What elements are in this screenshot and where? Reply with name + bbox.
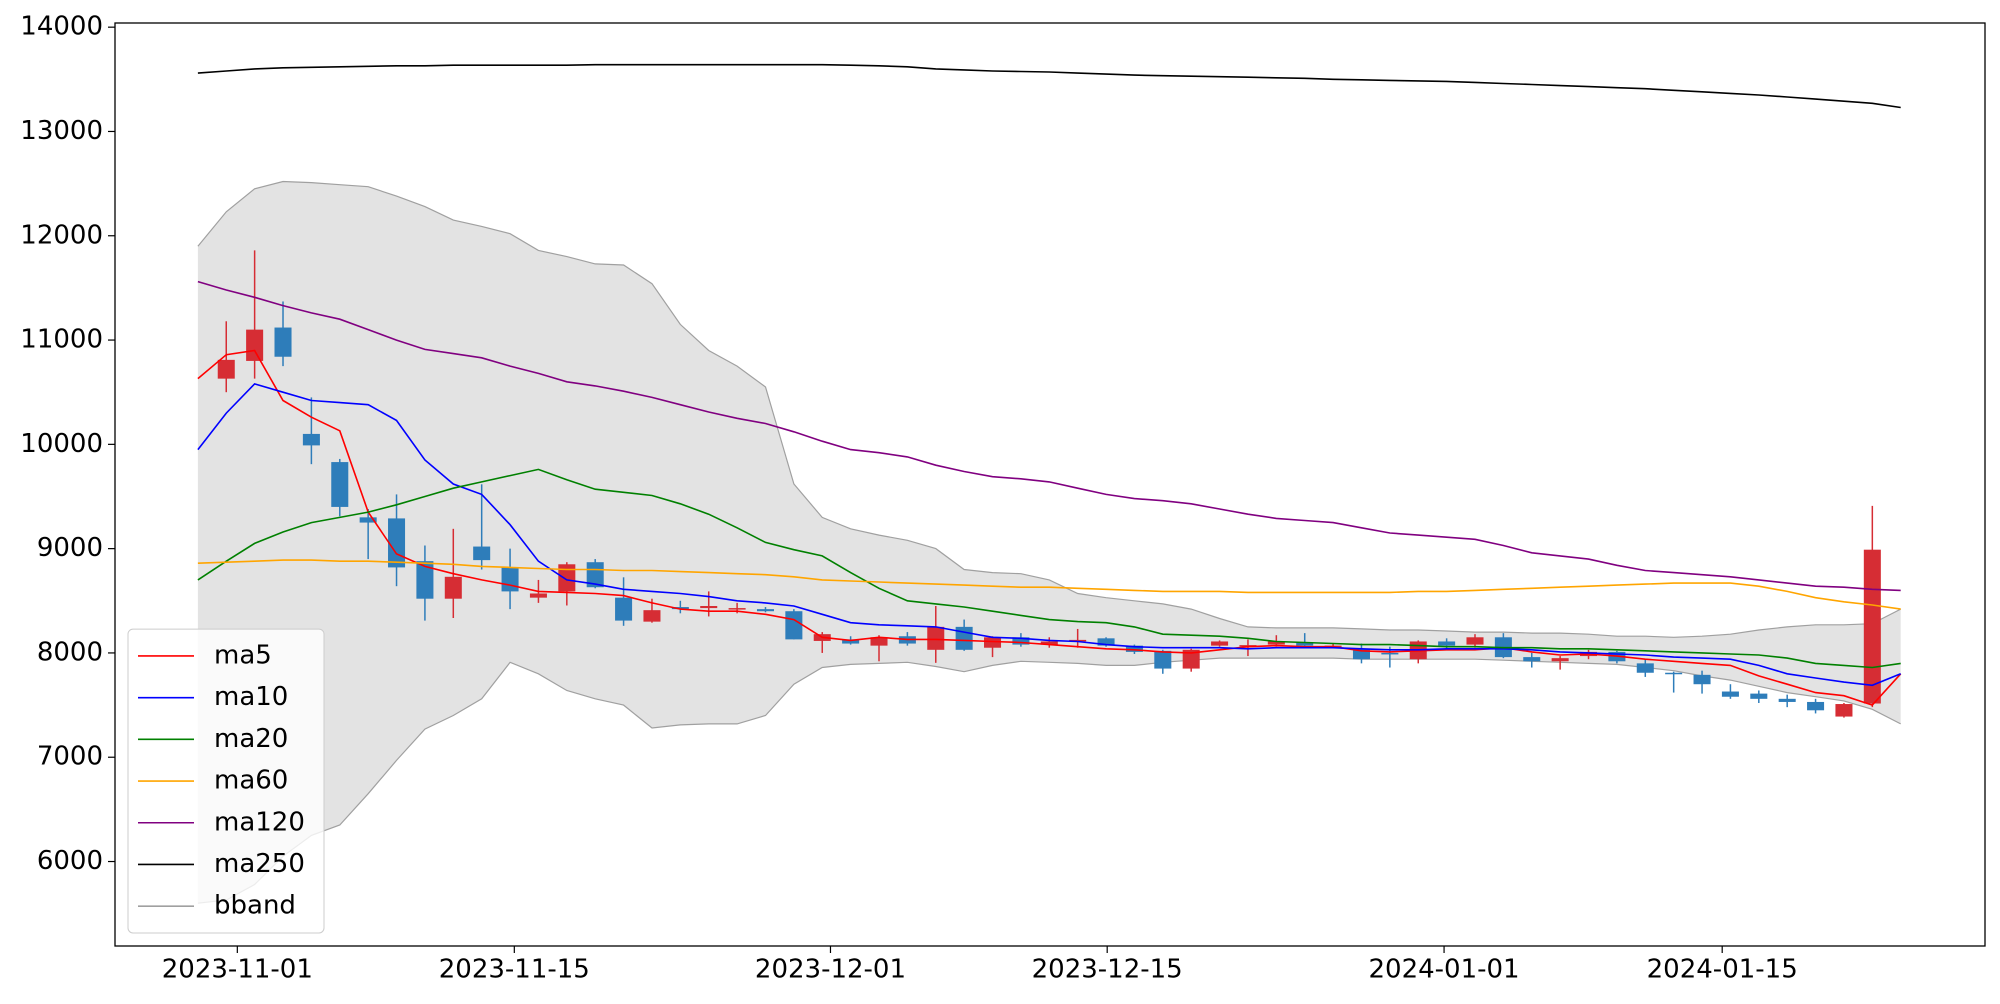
y-tick-label: 14000 <box>20 12 103 42</box>
y-tick-label: 11000 <box>20 325 103 355</box>
candle-body <box>785 611 803 640</box>
candle-body <box>1239 645 1257 647</box>
candle-body <box>615 597 633 621</box>
candle-body <box>1551 658 1569 662</box>
candle-body <box>756 609 774 612</box>
ma-line <box>197 559 1901 610</box>
ma-line <box>197 382 1902 687</box>
legend-label: bband <box>214 891 296 921</box>
candle-body <box>1012 637 1030 645</box>
candle-body <box>444 576 462 599</box>
ma-line <box>197 280 1901 592</box>
bband-lower <box>197 657 1901 904</box>
ma-line <box>197 349 1902 707</box>
candle-body <box>1665 672 1683 675</box>
candle-body <box>1211 641 1229 646</box>
x-tick-label: 2023-11-15 <box>439 955 590 985</box>
candle-body <box>984 637 1002 648</box>
candle-body <box>1523 657 1541 662</box>
axes-frame <box>114 22 1986 947</box>
candle-body <box>1721 691 1739 697</box>
candle-body <box>1296 642 1314 646</box>
candle-body <box>1636 663 1654 673</box>
x-tick-label: 2024-01-15 <box>1647 955 1798 985</box>
candle-body <box>671 607 689 610</box>
x-tick-label: 2023-11-01 <box>162 955 313 985</box>
candle-body <box>331 462 349 507</box>
candle-body <box>274 327 292 357</box>
candle-body <box>1125 645 1143 652</box>
candle-body <box>1778 698 1796 702</box>
legend-label: ma5 <box>214 640 272 670</box>
candle-body <box>1267 641 1285 645</box>
ma-line <box>197 63 1901 109</box>
candle-body <box>842 639 860 644</box>
candle-body <box>1352 648 1370 660</box>
candle-body <box>1835 704 1853 717</box>
candle-body <box>473 546 491 561</box>
legend-label: ma20 <box>214 724 288 754</box>
candle-body <box>1863 549 1881 704</box>
bband-upper <box>197 180 1901 638</box>
ma-line <box>197 468 1901 669</box>
candle-body <box>217 359 235 379</box>
plot-area <box>197 63 1902 904</box>
y-tick-label: 6000 <box>37 846 103 876</box>
candle-body <box>1381 652 1399 655</box>
candle-body <box>1040 641 1058 645</box>
candle-body <box>1069 639 1087 642</box>
candle-body <box>1438 641 1456 646</box>
legend-box <box>127 628 325 934</box>
candle-body <box>302 433 320 446</box>
candle-body <box>1182 649 1200 669</box>
candle-body <box>700 606 718 609</box>
candle-body <box>728 608 746 610</box>
candle-body <box>1693 674 1711 685</box>
y-tick-label: 13000 <box>20 116 103 146</box>
candle-body <box>643 610 661 622</box>
candle-body <box>388 518 406 568</box>
x-tick-label: 2023-12-15 <box>1032 955 1183 985</box>
candle-body <box>927 626 945 650</box>
candle-body <box>359 517 377 523</box>
candle-body <box>1807 701 1825 711</box>
candle-body <box>586 562 604 588</box>
legend-label: ma60 <box>214 766 288 796</box>
candle-body <box>529 593 547 598</box>
y-tick-label: 10000 <box>20 429 103 459</box>
candle-body <box>870 637 888 646</box>
y-tick-label: 8000 <box>37 637 103 667</box>
candle-body <box>246 329 264 361</box>
x-tick-label: 2023-12-01 <box>755 955 906 985</box>
candle-body <box>1750 693 1768 699</box>
candle-body <box>558 564 576 592</box>
x-tick-label: 2024-01-01 <box>1369 955 1520 985</box>
candle-body <box>1466 637 1484 645</box>
candle-body <box>1154 650 1172 669</box>
y-tick-label: 9000 <box>37 533 103 563</box>
bband-fill <box>197 181 1901 904</box>
candle-body <box>501 567 519 592</box>
legend-label: ma10 <box>214 682 288 712</box>
y-tick-label: 12000 <box>20 220 103 250</box>
legend-label: ma250 <box>214 849 305 879</box>
y-tick-label: 7000 <box>37 742 103 772</box>
candle-body <box>416 561 434 599</box>
legend-label: ma120 <box>214 807 305 837</box>
candle-body <box>1097 638 1115 646</box>
